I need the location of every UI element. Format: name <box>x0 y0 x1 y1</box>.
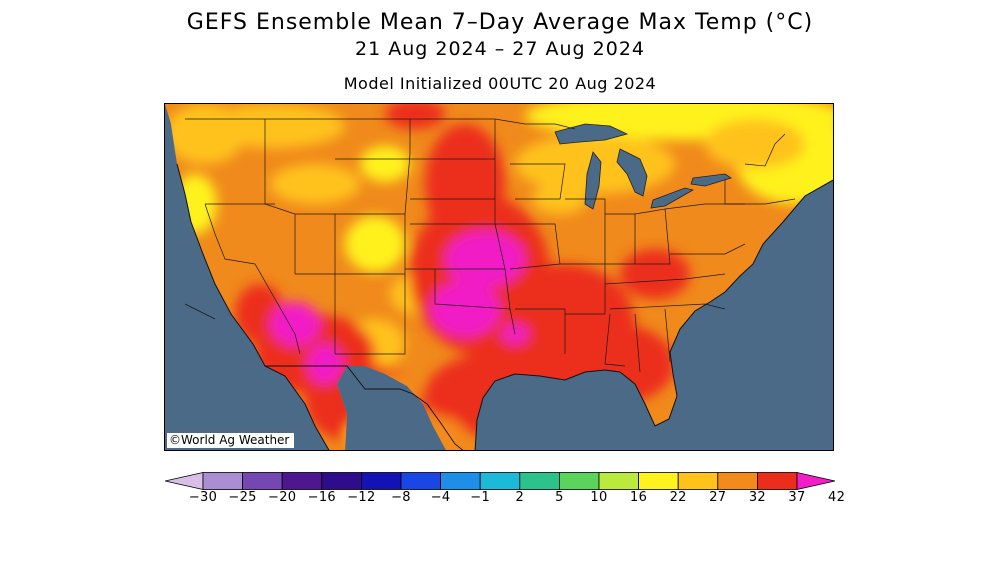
legend-swatch <box>281 472 323 490</box>
legend-swatch <box>558 472 600 490</box>
color-scale-bar <box>165 472 835 490</box>
state-borders <box>184 118 796 373</box>
legend-tick-label: −12 <box>347 490 376 505</box>
legend-tick-label: 27 <box>709 490 727 505</box>
legend-tick-label: 37 <box>788 490 806 505</box>
legend-swatch <box>638 472 679 490</box>
legend-tick-label: −4 <box>430 490 451 505</box>
legend-tick-label: 10 <box>590 490 608 505</box>
legend-tick-label: −25 <box>228 490 257 505</box>
legend-tick-label: −1 <box>470 490 491 505</box>
legend-arrow-high <box>796 472 835 490</box>
legend-swatch <box>242 472 283 490</box>
legend-tick-label: −20 <box>268 490 297 505</box>
legend-tick-label: −16 <box>307 490 336 505</box>
legend-swatch <box>440 472 481 490</box>
temperature-map: ©World Ag Weather <box>164 103 834 451</box>
great-lakes <box>554 123 732 210</box>
legend-swatch <box>757 472 798 490</box>
legend-swatch <box>519 472 560 490</box>
us-mexico-border <box>265 365 464 450</box>
legend-swatch <box>717 472 758 490</box>
legend-tick-label: 5 <box>555 490 564 505</box>
legend-tick-label: 2 <box>515 490 525 505</box>
legend-swatch <box>677 472 719 490</box>
map-title: GEFS Ensemble Mean 7–Day Average Max Tem… <box>186 10 814 35</box>
legend-tick-label: −30 <box>188 490 218 505</box>
temperature-map-graphic <box>165 104 833 450</box>
legend-swatch <box>321 472 362 490</box>
legend-swatch <box>479 472 521 490</box>
coastline-east-gulf <box>474 179 833 450</box>
date-range-subtitle: 21 Aug 2024 – 27 Aug 2024 <box>355 38 645 60</box>
legend-tick-label: 42 <box>828 490 846 505</box>
legend-tick-label: −8 <box>391 490 411 505</box>
legend-swatch <box>598 472 639 490</box>
legend-tick-label: 22 <box>669 490 687 505</box>
model-init-subtitle: Model Initialized 00UTC 20 Aug 2024 <box>343 74 657 93</box>
legend-tick-label: 16 <box>630 490 648 505</box>
color-scale-labels: −30 −25 −20 −16 −12 −8 −4 −1 2 5 10 16 22 27 32 37 42 <box>0 490 1000 508</box>
legend-swatch <box>400 472 441 490</box>
copyright-label: ©World Ag Weather <box>167 433 295 448</box>
coastline-west <box>176 163 330 450</box>
legend-swatch <box>202 472 243 490</box>
legend-arrow-low <box>165 472 204 490</box>
legend-tick-label: 32 <box>748 490 766 505</box>
legend-swatch <box>360 472 402 490</box>
